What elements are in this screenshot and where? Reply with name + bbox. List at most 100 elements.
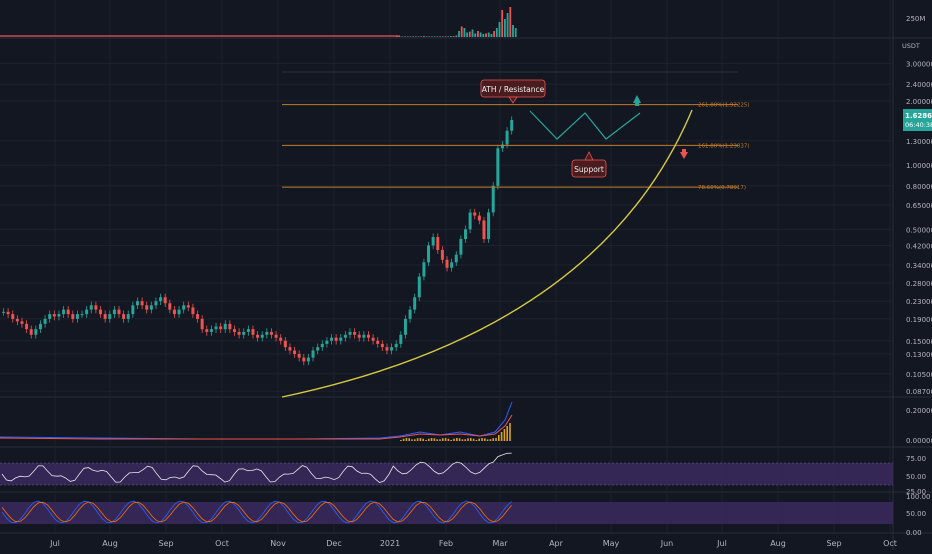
candle-80[interactable] bbox=[371, 337, 375, 341]
rising-support-curve[interactable] bbox=[281, 109, 693, 398]
candle-67[interactable] bbox=[311, 350, 315, 358]
candle-33[interactable] bbox=[154, 301, 158, 306]
candle-38[interactable] bbox=[177, 309, 181, 315]
candle-107[interactable] bbox=[496, 148, 500, 186]
candle-95[interactable] bbox=[440, 249, 444, 260]
candle-83[interactable] bbox=[385, 347, 389, 351]
candle-88[interactable] bbox=[408, 309, 412, 319]
candle-73[interactable] bbox=[339, 337, 343, 341]
candle-34[interactable] bbox=[159, 297, 163, 302]
candle-35[interactable] bbox=[163, 297, 167, 304]
candle-1[interactable] bbox=[6, 311, 10, 315]
candle-90[interactable] bbox=[417, 276, 421, 298]
candle-50[interactable] bbox=[233, 329, 236, 332]
candle-15[interactable] bbox=[71, 314, 75, 319]
candle-74[interactable] bbox=[343, 334, 347, 338]
candle-92[interactable] bbox=[427, 245, 431, 263]
candle-76[interactable] bbox=[353, 331, 357, 335]
candle-91[interactable] bbox=[422, 262, 426, 277]
candle-49[interactable] bbox=[228, 323, 232, 330]
candle-60[interactable] bbox=[279, 337, 283, 341]
candle-102[interactable] bbox=[473, 212, 477, 216]
candle-21[interactable] bbox=[99, 309, 103, 315]
candle-71[interactable] bbox=[330, 337, 334, 341]
candle-55[interactable] bbox=[256, 334, 260, 338]
candle-3[interactable] bbox=[15, 318, 19, 322]
candle-64[interactable] bbox=[297, 354, 301, 358]
candle-79[interactable] bbox=[366, 334, 370, 338]
candle-51[interactable] bbox=[237, 331, 241, 335]
candle-0[interactable] bbox=[2, 311, 5, 313]
candle-47[interactable] bbox=[219, 326, 223, 330]
candle-40[interactable] bbox=[186, 305, 190, 308]
candle-68[interactable] bbox=[316, 347, 320, 351]
candle-29[interactable] bbox=[135, 301, 139, 306]
candle-65[interactable] bbox=[302, 357, 306, 362]
candle-72[interactable] bbox=[334, 337, 338, 341]
candle-17[interactable] bbox=[80, 314, 84, 316]
candle-37[interactable] bbox=[172, 309, 176, 315]
candle-81[interactable] bbox=[376, 340, 380, 344]
candle-23[interactable] bbox=[108, 314, 112, 319]
candle-97[interactable] bbox=[450, 262, 454, 268]
candle-19[interactable] bbox=[89, 305, 93, 310]
candle-66[interactable] bbox=[306, 357, 310, 362]
candle-9[interactable] bbox=[43, 318, 47, 324]
forecast-path[interactable] bbox=[529, 110, 641, 140]
candle-20[interactable] bbox=[94, 305, 98, 310]
candle-6[interactable] bbox=[29, 329, 33, 335]
candle-63[interactable] bbox=[293, 350, 297, 354]
candle-39[interactable] bbox=[182, 305, 186, 310]
candle-22[interactable] bbox=[103, 314, 107, 319]
candle-58[interactable] bbox=[269, 331, 273, 335]
candle-7[interactable] bbox=[34, 329, 38, 335]
candle-27[interactable] bbox=[126, 314, 130, 319]
candle-105[interactable] bbox=[487, 212, 491, 240]
candle-110[interactable] bbox=[510, 120, 514, 131]
candle-26[interactable] bbox=[122, 314, 126, 319]
candle-78[interactable] bbox=[362, 334, 366, 338]
candle-85[interactable] bbox=[394, 343, 398, 348]
candle-54[interactable] bbox=[251, 329, 255, 335]
candle-13[interactable] bbox=[62, 309, 66, 315]
candle-93[interactable] bbox=[431, 237, 435, 246]
candle-104[interactable] bbox=[482, 220, 486, 240]
candle-103[interactable] bbox=[477, 215, 481, 221]
rsi-pane[interactable]: 75.00 50.00 25.00 bbox=[0, 452, 926, 496]
candle-24[interactable] bbox=[112, 309, 116, 315]
candle-53[interactable] bbox=[246, 329, 250, 332]
candle-42[interactable] bbox=[196, 314, 200, 319]
volume-pane[interactable]: 250M bbox=[0, 7, 925, 37]
candle-8[interactable] bbox=[38, 323, 42, 330]
candle-98[interactable] bbox=[454, 254, 458, 263]
candle-12[interactable] bbox=[57, 314, 61, 317]
candle-69[interactable] bbox=[320, 343, 324, 348]
candle-25[interactable] bbox=[117, 309, 121, 315]
candle-4[interactable] bbox=[20, 321, 24, 324]
candle-101[interactable] bbox=[468, 212, 472, 230]
candle-52[interactable] bbox=[242, 331, 246, 335]
candle-41[interactable] bbox=[191, 307, 195, 315]
candle-56[interactable] bbox=[260, 334, 264, 338]
candle-28[interactable] bbox=[131, 305, 135, 315]
candle-108[interactable] bbox=[500, 144, 504, 149]
candle-89[interactable] bbox=[413, 297, 417, 310]
candle-11[interactable] bbox=[52, 314, 56, 317]
candle-70[interactable] bbox=[325, 340, 329, 344]
candle-99[interactable] bbox=[459, 239, 463, 255]
candle-44[interactable] bbox=[205, 329, 209, 332]
candle-32[interactable] bbox=[149, 305, 153, 310]
candle-48[interactable] bbox=[223, 323, 227, 330]
stoch-pane[interactable]: 100.00 50.00 0.00 bbox=[0, 493, 931, 537]
candle-45[interactable] bbox=[209, 329, 213, 332]
candle-75[interactable] bbox=[348, 331, 352, 335]
candle-61[interactable] bbox=[283, 340, 287, 348]
candle-30[interactable] bbox=[140, 301, 144, 306]
candle-46[interactable] bbox=[214, 326, 218, 330]
candle-109[interactable] bbox=[505, 130, 509, 145]
candle-31[interactable] bbox=[145, 305, 149, 310]
candle-62[interactable] bbox=[288, 347, 292, 351]
candle-87[interactable] bbox=[403, 318, 407, 335]
candle-84[interactable] bbox=[390, 347, 394, 351]
